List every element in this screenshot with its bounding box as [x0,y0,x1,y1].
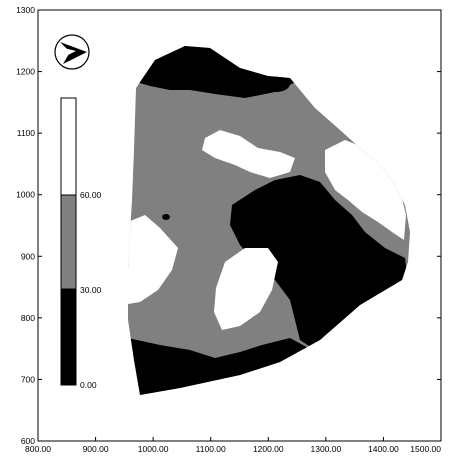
zone-high-center [202,130,295,178]
zone-low-south [128,338,330,395]
y-tick-label: 1000 [16,190,35,200]
zone-high-south [214,248,278,330]
x-tick-label: 1000.00 [138,444,169,454]
x-tick-label: 1400.00 [368,444,399,454]
x-axis: 800.00 900.00 1000.00 1100.00 1200.00 1300.00… [25,437,442,454]
x-tick-label: 1200.00 [253,444,284,454]
legend-low-swatch [60,288,77,386]
zone-high-west [128,215,178,304]
x-tick-label: 1300.00 [310,444,341,454]
y-tick-label: 1300 [16,5,35,15]
x-tick-label: 900.00 [83,444,109,454]
y-tick-label: 900 [21,251,35,261]
compass-north-arrow-icon [54,34,90,70]
y-tick-label: 700 [21,374,35,384]
zone-low-speck-east [348,223,360,233]
y-tick-label: 1100 [17,128,36,138]
y-axis: 600 700 800 900 1000 1100 1200 1300 [16,5,441,446]
legend-label-60: 60.00 [80,190,102,200]
legend-label-0: 0.00 [80,380,97,390]
zone-low-speck-north [262,76,290,92]
x-tick-label: 1100.00 [196,444,226,454]
y-tick-label: 1200 [16,67,35,77]
x-tick-label: 1500.00 [410,444,441,454]
y-tick-label: 800 [21,313,35,323]
legend-mid-swatch [60,194,77,290]
zone-high-east [325,140,406,240]
legend-high-swatch [60,97,77,196]
x-tick-label: 800.00 [25,444,51,454]
legend: 0.00 30.00 60.00 [60,97,102,390]
zone-low-speck-west [162,214,170,220]
y-tick-label: 600 [21,436,35,446]
legend-label-30: 30.00 [80,285,102,295]
